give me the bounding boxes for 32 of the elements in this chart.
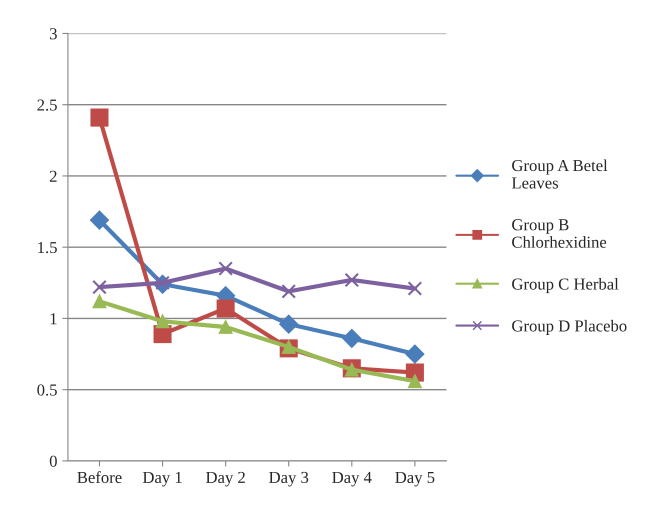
- x-tick-label: Day 5: [395, 472, 434, 486]
- point: [408, 281, 422, 296]
- point: [218, 261, 233, 276]
- y-tick-label: 2: [50, 170, 57, 182]
- point: [218, 320, 233, 334]
- legend-label: Group D Placebo: [512, 320, 627, 335]
- x-tick-label: Day 3: [269, 472, 308, 486]
- point: [344, 272, 360, 288]
- point: [216, 299, 235, 318]
- point: [405, 344, 424, 364]
- y-tick-label: 0: [50, 456, 57, 467]
- point: [90, 108, 109, 127]
- point: [279, 314, 298, 334]
- point: [92, 280, 107, 294]
- y-tick-label: 2.5: [37, 99, 57, 111]
- legend-label: Group C Herbal: [512, 278, 618, 294]
- x-tick-label: Day 1: [142, 472, 182, 486]
- legend-label: Group A Betel Leaves: [512, 159, 608, 189]
- y-tick-label: 3: [50, 28, 57, 40]
- point: [156, 314, 170, 328]
- x-tick-label: Day 4: [332, 472, 372, 486]
- y-tick-label: 1.5: [38, 242, 57, 254]
- point: [92, 294, 106, 308]
- point: [342, 328, 362, 348]
- legend-label: Group B Chlorhexidine: [512, 219, 606, 248]
- point: [281, 284, 296, 299]
- point: [408, 374, 422, 388]
- y-tick-label: 1: [50, 313, 57, 324]
- point: [90, 210, 110, 230]
- x-tick-label: Before: [77, 471, 122, 484]
- y-tick-label: 0.5: [37, 384, 57, 396]
- x-tick-label: Day 2: [206, 472, 245, 486]
